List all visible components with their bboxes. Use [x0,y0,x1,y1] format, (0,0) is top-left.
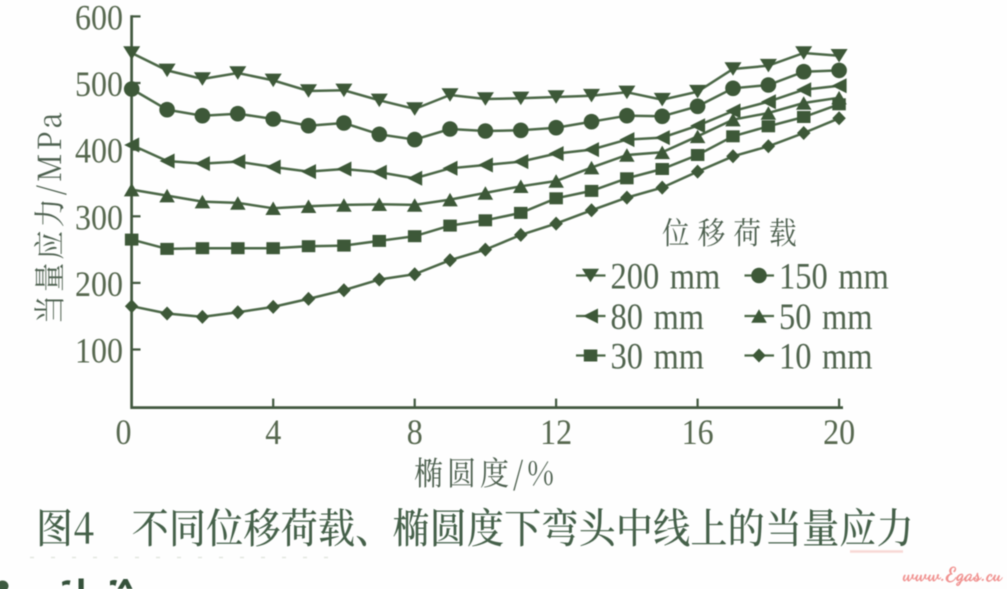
svg-text:mm: mm [654,297,705,337]
svg-text:8: 8 [407,413,423,452]
svg-text:30: 30 [611,337,643,377]
svg-text:mm: mm [838,257,889,297]
svg-text:16: 16 [682,413,714,452]
svg-text:400: 400 [75,132,123,171]
svg-text:50: 50 [779,297,811,337]
svg-text:mm: mm [654,337,705,377]
svg-text:500: 500 [75,65,123,104]
svg-text:150: 150 [779,257,828,297]
svg-text:600: 600 [75,0,123,38]
svg-text:mm: mm [822,297,873,337]
svg-text:300: 300 [75,199,123,238]
svg-text:80: 80 [611,297,643,337]
svg-text:12: 12 [540,413,572,452]
svg-text:10: 10 [779,337,811,377]
svg-text:mm: mm [670,257,721,297]
svg-text:100: 100 [75,332,123,371]
svg-text:200: 200 [75,265,123,304]
svg-text:0: 0 [116,413,132,452]
svg-text:20: 20 [823,413,855,452]
svg-text:mm: mm [822,337,873,377]
svg-text:4: 4 [265,413,281,452]
svg-text:200: 200 [611,257,660,297]
